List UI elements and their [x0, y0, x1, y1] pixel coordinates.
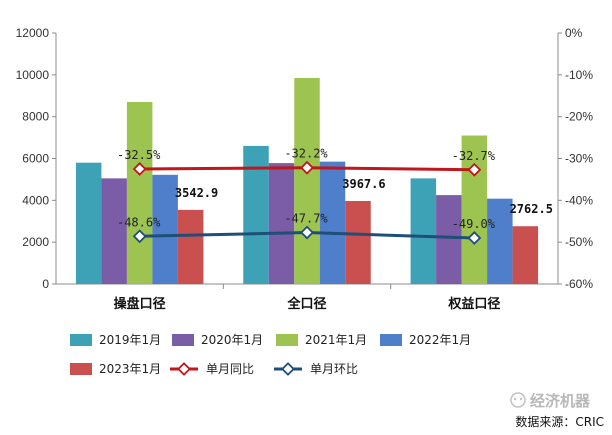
y-right-tick-label: -30% [565, 152, 593, 166]
legend-swatch [172, 334, 194, 346]
y-right-tick-label: -50% [565, 235, 593, 249]
line-marker [300, 160, 314, 175]
legend-label: 2021年1月 [305, 333, 367, 347]
line-value-label: -32.7% [452, 149, 496, 163]
y-left-tick-label: 4000 [22, 193, 49, 207]
line-value-label: -32.5% [117, 148, 161, 162]
labels-layer: 3542.9 3967.6 2762.5 -32.5% -32.2% -32.7% -48.… [117, 147, 553, 231]
bar [487, 198, 513, 284]
y-left-tick-label: 6000 [22, 152, 49, 166]
y-right-tick-label: -10% [565, 68, 593, 82]
lines-layer [132, 160, 482, 245]
watermark-icon [510, 392, 526, 408]
legend-label: 2023年1月 [99, 362, 161, 376]
legend: 2019年1月 2020年1月 2021年1月 2022年1月 2023年1月 单月同比 单… [70, 333, 471, 376]
bar [177, 209, 204, 284]
legend-label: 2020年1月 [201, 333, 263, 347]
line-marker [132, 229, 147, 244]
legend-marker [177, 362, 191, 376]
y-right-tick-label: -60% [565, 277, 593, 291]
bar [512, 226, 539, 284]
bar [101, 178, 127, 284]
source-note: 数据来源：CRIC [515, 414, 604, 429]
y-right-tick-label: -20% [565, 110, 593, 124]
line-value-label: -49.0% [452, 217, 496, 231]
legend-swatch [276, 334, 298, 346]
bar [461, 135, 488, 284]
legend-label: 单月环比 [310, 362, 358, 376]
y-right-tick-label: -40% [565, 193, 593, 207]
line-marker [467, 231, 482, 245]
y-left-tick-label: 10000 [16, 68, 50, 82]
bar [345, 201, 371, 284]
y-right-tick-label: 0% [565, 26, 583, 40]
bar [268, 163, 295, 284]
bar [319, 161, 346, 284]
y-left-tick-label: 0 [42, 277, 49, 291]
y-left-tick-label: 8000 [22, 110, 49, 124]
bar [294, 77, 320, 285]
line-marker [300, 225, 314, 240]
line-marker [467, 162, 482, 177]
legend-label: 2022年1月 [409, 333, 471, 347]
x-category-label: 全口径 [286, 296, 326, 312]
legend-label: 单月同比 [206, 362, 254, 376]
bar-value-label: 3542.9 [175, 186, 218, 200]
bar [126, 102, 153, 285]
bar [75, 162, 102, 284]
line-marker [132, 162, 147, 176]
bars-layer [75, 77, 539, 285]
line-value-label: -47.7% [284, 212, 328, 226]
bar-value-label: 3967.6 [342, 177, 385, 191]
line-value-label: -48.6% [117, 215, 161, 229]
x-category-label: 权益口径 [447, 296, 500, 312]
bar [410, 178, 437, 284]
legend-swatch [70, 363, 92, 375]
watermark-text: 经济机器 [530, 392, 591, 410]
bar [436, 195, 462, 284]
legend-swatch [380, 334, 402, 346]
legend-marker [281, 362, 295, 376]
footer: 经济机器 数据来源：CRIC [510, 392, 604, 429]
line-value-label: -32.2% [284, 147, 328, 161]
legend-label: 2019年1月 [99, 333, 161, 347]
bar [152, 174, 178, 284]
bar-value-label: 2762.5 [510, 202, 553, 216]
axes: 0 2000 4000 6000 8000 10000 12000 0% -10% -20% -30… [16, 26, 594, 312]
x-category-label: 操盘口径 [114, 296, 166, 312]
y-left-tick-label: 12000 [16, 26, 50, 40]
legend-swatch [70, 334, 92, 346]
y-left-tick-label: 2000 [22, 235, 49, 249]
